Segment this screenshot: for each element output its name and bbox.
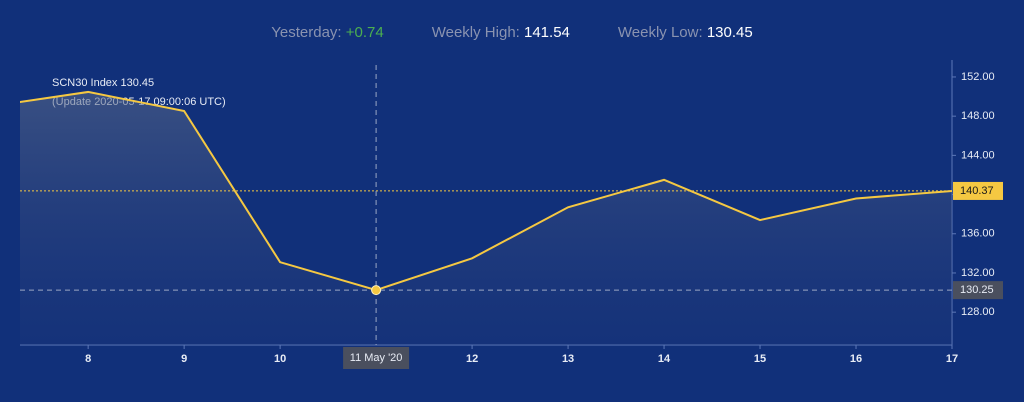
y-tick-label: 128.00 (961, 306, 995, 318)
x-tick-label: 12 (466, 353, 478, 365)
x-tick-label: 17 (946, 353, 958, 365)
chart-title: SCN30 Index 130.45 (52, 77, 154, 89)
x-tick-label: 10 (274, 353, 286, 365)
line (20, 90, 952, 292)
crosshair-x-label: 11 May '20 (350, 352, 403, 364)
last-value-badge (953, 181, 1003, 200)
y-tick-label: 132.00 (961, 267, 995, 279)
y-tick-label: 152.00 (961, 71, 995, 83)
stat-value: 141.54 (524, 24, 570, 41)
x-tick-label: 13 (562, 353, 574, 365)
series (20, 90, 952, 345)
stat-value: +0.74 (345, 24, 384, 41)
y-tick-label: 144.00 (961, 149, 995, 161)
stat-value: 130.45 (706, 24, 753, 41)
stat: Weekly High: 141.54 (432, 24, 570, 41)
x-tick-label: 16 (850, 353, 862, 365)
last-value-label: 140.37 (960, 185, 994, 197)
hover-point (371, 285, 382, 296)
area (20, 91, 952, 345)
y-tick-label: 136.00 (961, 228, 995, 240)
stat-label: Weekly Low: (617, 24, 703, 41)
crosshair-y-label: 130.25 (960, 284, 994, 296)
x-tick-label: 15 (754, 353, 766, 365)
stat-label: Weekly High: (431, 24, 520, 41)
x-tick-label: 8 (85, 353, 91, 365)
stat-label: Yesterday: (271, 24, 342, 41)
x-tick-label: 9 (181, 353, 187, 365)
stat: Weekly Low: 130.45 (618, 24, 753, 41)
crosshair-x-badge (343, 347, 410, 369)
stat: Yesterday: +0.74 (271, 24, 383, 41)
stats-bar: Yesterday: +0.74 Weekly High: 141.54 Weekl… (0, 24, 1024, 41)
x-tick-label: 14 (658, 353, 671, 365)
crosshair-y-badge (953, 281, 1003, 300)
y-tick-label: 148.00 (961, 110, 995, 122)
